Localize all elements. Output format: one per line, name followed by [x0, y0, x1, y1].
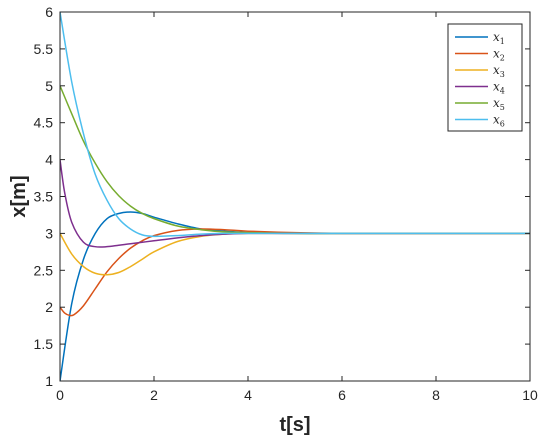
- legend-label-subscript: 4: [500, 87, 505, 96]
- x-tick-label: 4: [244, 387, 252, 403]
- x-tick-label: 2: [150, 387, 158, 403]
- legend-label-base: x: [493, 30, 500, 44]
- y-tick-label: 4.5: [34, 115, 54, 131]
- series-line-x6: [60, 12, 530, 238]
- legend-label-subscript: 5: [500, 103, 505, 112]
- legend-label-base: x: [493, 47, 500, 61]
- legend-label-subscript: 3: [500, 70, 505, 79]
- y-tick-label: 2: [45, 299, 53, 315]
- x-tick-label: 0: [56, 387, 64, 403]
- y-axis-title: x[m]: [8, 175, 30, 217]
- y-tick-label: 6: [45, 4, 53, 20]
- legend-label-subscript: 6: [500, 120, 505, 129]
- legend-box: [447, 23, 523, 132]
- legend-label-x4: x4: [493, 80, 505, 96]
- y-tick-label: 3.5: [34, 189, 54, 205]
- x-tick-label: 8: [432, 387, 440, 403]
- legend-label-base: x: [493, 96, 500, 110]
- legend-label-base: x: [493, 80, 500, 94]
- legend-label-x2: x2: [493, 47, 505, 63]
- y-tick-label: 5: [45, 78, 53, 94]
- legend-label-subscript: 1: [500, 37, 505, 46]
- legend-label-x3: x3: [493, 63, 505, 79]
- y-tick-label: 5.5: [34, 41, 54, 57]
- x-tick-label: 6: [338, 387, 346, 403]
- y-tick-label: 4: [45, 152, 53, 168]
- y-tick-label: 1.5: [34, 336, 54, 352]
- y-tick-label: 2.5: [34, 262, 54, 278]
- y-tick-label: 1: [45, 373, 53, 389]
- legend-label-subscript: 2: [500, 54, 505, 63]
- plot-layer: [60, 12, 530, 381]
- legend-label-base: x: [493, 63, 500, 77]
- x-tick-label: 10: [522, 387, 538, 403]
- legend-label-x6: x6: [493, 113, 505, 129]
- x-axis-title: t[s]: [279, 414, 310, 436]
- y-tick-label: 3: [45, 225, 53, 241]
- legend-label-base: x: [493, 113, 500, 127]
- legend-label-x5: x5: [493, 96, 505, 112]
- legend-label-x1: x1: [493, 30, 505, 46]
- ticks-layer: 0 2 4 6 8 10 1 1.5 2 2.5 3 3.5 4 4.5 5 5.5 6: [34, 4, 538, 403]
